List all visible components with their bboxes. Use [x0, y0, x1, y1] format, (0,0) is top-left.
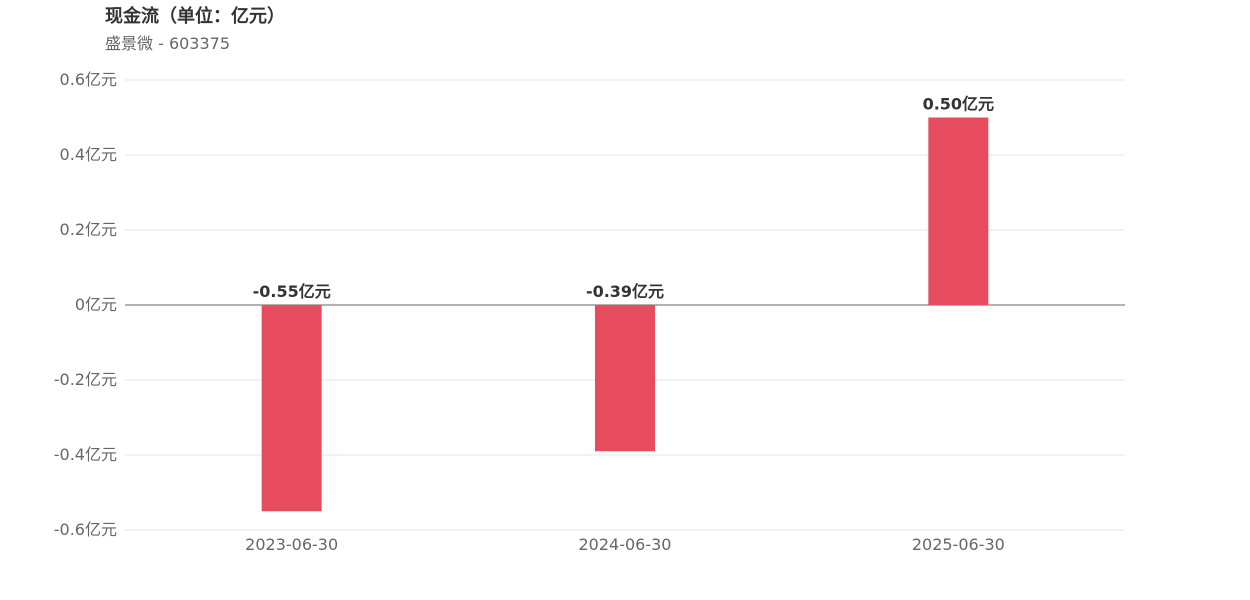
bar [261, 305, 322, 512]
bar [928, 117, 989, 305]
x-tick-label: 2023-06-30 [245, 535, 338, 554]
data-label: 0.50亿元 [923, 95, 994, 114]
x-tick-label: 2024-06-30 [579, 535, 672, 554]
y-tick-label: -0.2亿元 [54, 370, 117, 389]
data-label: -0.55亿元 [253, 282, 331, 301]
y-tick-label: -0.4亿元 [54, 445, 117, 464]
y-tick-label: 0.6亿元 [60, 70, 117, 89]
x-tick-label: 2025-06-30 [912, 535, 1005, 554]
data-label: -0.39亿元 [586, 282, 664, 301]
chart-title: 现金流（单位：亿元） [105, 6, 285, 27]
chart-subtitle: 盛景微 - 603375 [105, 34, 231, 53]
y-tick-label: 0.2亿元 [60, 220, 117, 239]
bar [595, 305, 655, 452]
y-tick-label: -0.6亿元 [54, 520, 117, 539]
y-tick-label: 0.4亿元 [60, 145, 117, 164]
y-tick-label: 0亿元 [75, 295, 117, 314]
